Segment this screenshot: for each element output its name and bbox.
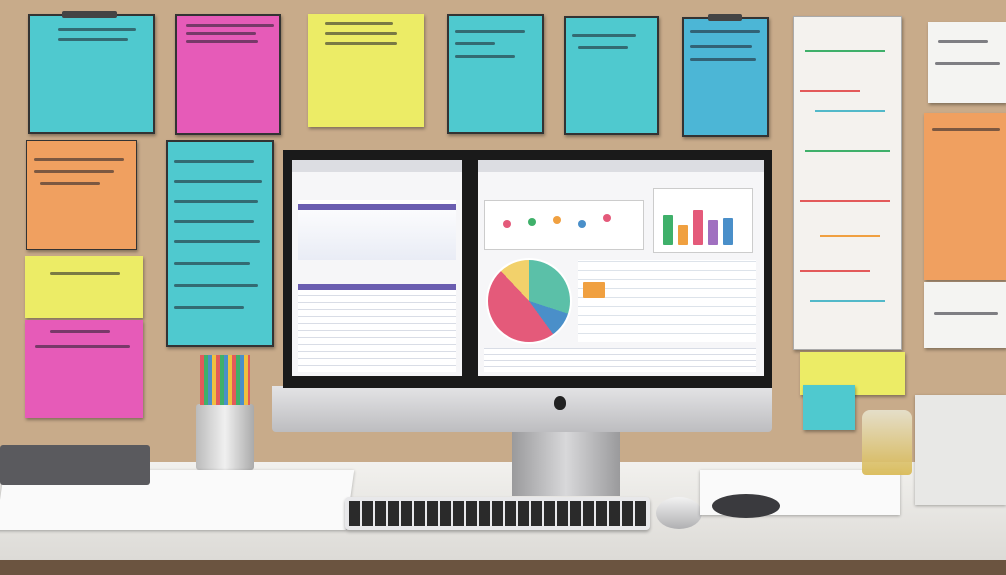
chart-bar: [583, 282, 605, 298]
note-scribble: [40, 182, 100, 185]
gantt-bar: [800, 200, 890, 202]
sticky-note-pink-2: [25, 320, 143, 418]
sticky-note-yellow-2: [25, 256, 143, 318]
desk-edge: [0, 560, 1006, 575]
chart-bar: [708, 220, 718, 245]
gantt-bar: [805, 50, 885, 52]
chart-bar: [723, 218, 733, 245]
chart-bar: [678, 225, 688, 245]
line-chart: [298, 200, 456, 260]
chart-header-bar: [298, 284, 456, 290]
pens: [200, 355, 250, 405]
note-scribble: [938, 40, 988, 43]
note-scribble: [174, 180, 262, 183]
note-scribble: [690, 30, 760, 33]
note-scribble: [934, 312, 998, 315]
note-scribble: [174, 306, 244, 309]
note-scribble: [325, 22, 393, 25]
note-scribble: [935, 62, 1000, 65]
bottom-table: [484, 348, 756, 372]
note-scribble: [455, 42, 495, 45]
apple-logo-icon: [554, 396, 566, 410]
window-toolbar: [478, 160, 764, 172]
note-scribble: [174, 284, 258, 287]
sticky-note-blue: [682, 17, 769, 137]
data-table-panel: [578, 260, 756, 342]
note-scribble: [174, 220, 254, 223]
gantt-bar: [815, 110, 885, 112]
binder-clip: [62, 11, 117, 18]
sticky-note-orange-1: [26, 140, 137, 250]
note-scribble: [34, 170, 114, 173]
note-scribble: [186, 40, 258, 43]
note-scribble: [690, 58, 756, 61]
monitor-stand: [512, 430, 620, 496]
chart-dot: [528, 218, 536, 226]
note-scribble: [186, 32, 256, 35]
sticky-note-cyan-5: [803, 385, 855, 430]
gantt-bar: [805, 150, 890, 152]
monitor-chin: [272, 386, 772, 432]
note-scribble: [186, 24, 274, 27]
note-scribble: [35, 345, 130, 348]
note-scribble: [325, 32, 397, 35]
note-scribble: [690, 45, 752, 48]
note-scribble: [455, 30, 525, 33]
spreadsheet-grid: [298, 284, 456, 372]
note-scribble: [572, 34, 636, 37]
storage-box: [915, 395, 1006, 505]
keyboard-icon[interactable]: [345, 497, 650, 530]
chart-dot: [553, 216, 561, 224]
note-scribble: [578, 46, 628, 49]
chart-dot: [578, 220, 586, 228]
gantt-chart-paper: [793, 16, 902, 350]
pie-chart: [486, 258, 572, 344]
mouse-icon[interactable]: [656, 497, 702, 529]
note-scribble: [174, 262, 250, 265]
gantt-bar: [800, 90, 860, 92]
chart-dot: [503, 220, 511, 228]
window-toolbar: [292, 160, 462, 172]
chart-bar: [693, 210, 703, 245]
printer: [0, 445, 150, 485]
note-scribble: [50, 330, 110, 333]
sticky-note-cyan-2: [447, 14, 544, 134]
water-bottle: [862, 410, 912, 475]
keyboard-keys: [349, 501, 646, 526]
note-scribble: [174, 160, 254, 163]
note-scribble: [455, 55, 515, 58]
gantt-bar: [810, 300, 885, 302]
note-scribble: [50, 272, 120, 275]
spreadsheet-window-left[interactable]: [292, 160, 462, 376]
gantt-bar: [820, 235, 880, 237]
chart-header-bar: [298, 204, 456, 210]
note-scribble: [174, 240, 260, 243]
note-scribble: [325, 42, 397, 45]
chart-bar: [663, 215, 673, 245]
note-scribble: [58, 38, 128, 41]
chart-dot: [603, 214, 611, 222]
computer-mouse-dark: [712, 494, 780, 518]
pen-cup-icon: [196, 404, 254, 470]
binder-clip: [708, 14, 742, 21]
paper-note-white-2: [924, 282, 1006, 348]
gantt-bar: [800, 270, 870, 272]
sticky-note-cyan-1: [28, 14, 155, 134]
note-scribble: [58, 28, 136, 31]
note-scribble: [34, 158, 124, 161]
sticky-note-orange-2: [924, 113, 1006, 280]
dashboard-window-right[interactable]: [478, 160, 764, 376]
note-scribble: [174, 200, 258, 203]
monitor-screen: [283, 150, 772, 388]
note-scribble: [932, 128, 1000, 131]
sticky-note-cyan-4: [166, 140, 274, 347]
sticky-note-yellow-1: [308, 14, 424, 127]
